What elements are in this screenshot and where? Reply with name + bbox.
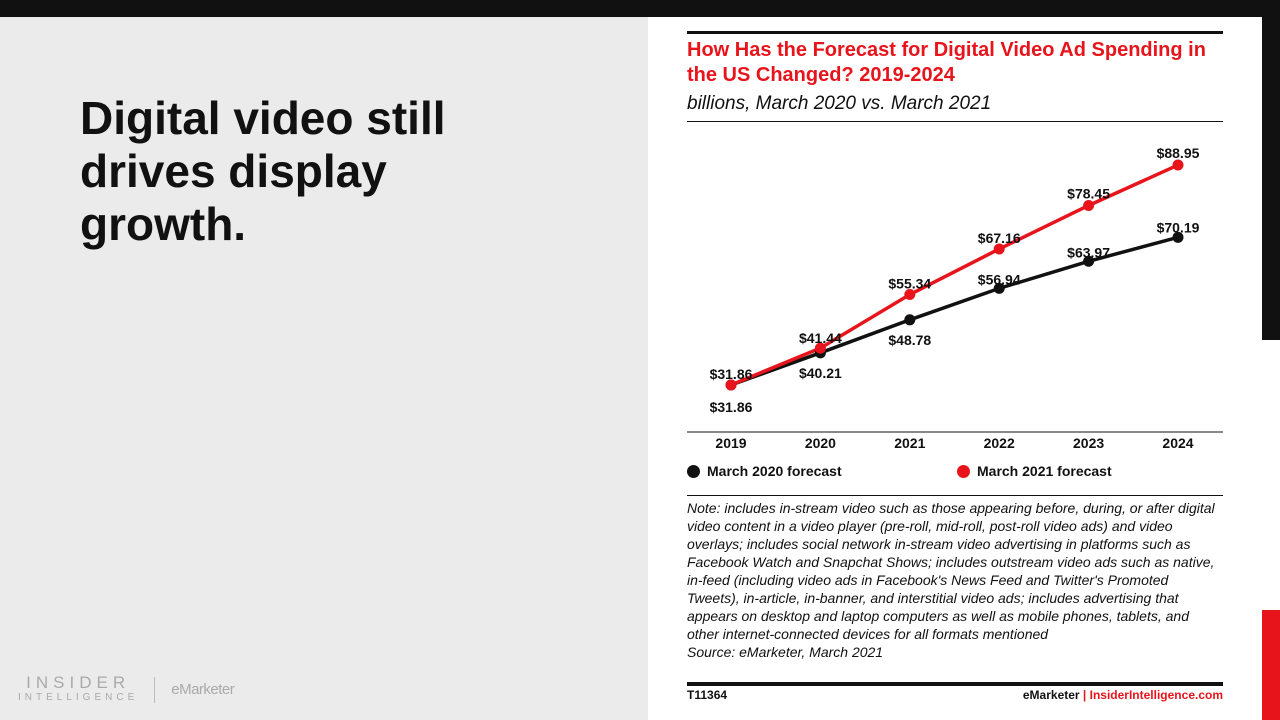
right-accent-gap [1262,340,1280,610]
data-label: $41.44 [799,330,842,346]
data-label: $78.45 [1067,185,1110,201]
chart-id: T11364 [687,688,728,702]
legend-label: March 2021 forecast [977,463,1112,479]
x-tick-label: 2020 [805,435,836,451]
data-label: $56.94 [978,271,1021,287]
footer-rule [687,682,1223,686]
legend-item-march-2020: March 2020 forecast [687,463,842,479]
right-accent-dark [1262,0,1280,340]
x-tick-label: 2021 [894,435,925,451]
data-label: $55.34 [888,276,931,292]
data-point [1083,255,1095,267]
chart-subtitle: billions, March 2020 vs. March 2021 [687,93,992,114]
data-point [814,342,826,354]
footer-site-link[interactable]: InsiderIntelligence.com [1089,688,1223,702]
left-panel [0,17,648,720]
source-text: Source: eMarketer, March 2021 [687,644,884,660]
data-point [1083,199,1095,211]
x-tick-label: 2019 [715,435,746,451]
data-label: $31.86 [710,399,753,415]
legend-dot-icon [687,464,700,478]
data-point [1172,231,1184,243]
logo-line1: INSIDER [26,673,131,692]
legend-label: March 2020 forecast [707,463,842,479]
note-text: Note: includes in-stream video such as t… [687,500,1215,642]
data-label: $63.97 [1067,244,1110,260]
data-label: $40.21 [799,365,842,381]
logo-divider [154,676,156,703]
subtitle-rule [687,121,1223,122]
data-point [725,379,737,391]
data-label: $48.78 [888,332,931,348]
footer-sep: | [1082,688,1087,702]
data-point [993,243,1005,255]
emarketer-logo: eMarketer [171,681,235,698]
insider-intelligence-logo: INSIDER INTELLIGENCE eMarketer [18,673,235,705]
top-bar [0,0,1280,17]
x-tick-label: 2024 [1162,435,1193,451]
data-label: $67.16 [978,230,1021,246]
right-accent-red [1262,610,1280,720]
chart-note: Note: includes in-stream video such as t… [687,499,1223,661]
x-tick-label: 2022 [984,435,1015,451]
data-point [1172,159,1184,171]
data-label: $70.19 [1157,219,1200,235]
legend-item-march-2021: March 2021 forecast [957,463,1112,479]
x-tick-label: 2023 [1073,435,1104,451]
data-point [904,289,916,301]
logo-line2: INTELLIGENCE [18,692,139,703]
data-label: $31.86 [710,366,753,382]
line-chart: 2019 2020 2021 2022 2023 2024 $31.86 $40.21 $48.… [687,145,1223,451]
data-point [904,314,916,326]
footer-source: eMarketer | InsiderIntelligence.com [1023,688,1223,702]
legend-dot-icon [957,464,970,478]
note-rule [687,495,1223,496]
chart-title: How Has the Forecast for Digital Video A… [687,39,1206,86]
footer-brand: eMarketer [1022,688,1080,702]
slide-headline: Digital video still drives display growt… [80,92,446,250]
chart-panel [648,17,1262,720]
series-line [730,163,1179,387]
series-line [730,235,1179,387]
data-point [993,282,1005,294]
data-label: $88.95 [1157,145,1200,161]
title-rule [687,31,1223,34]
